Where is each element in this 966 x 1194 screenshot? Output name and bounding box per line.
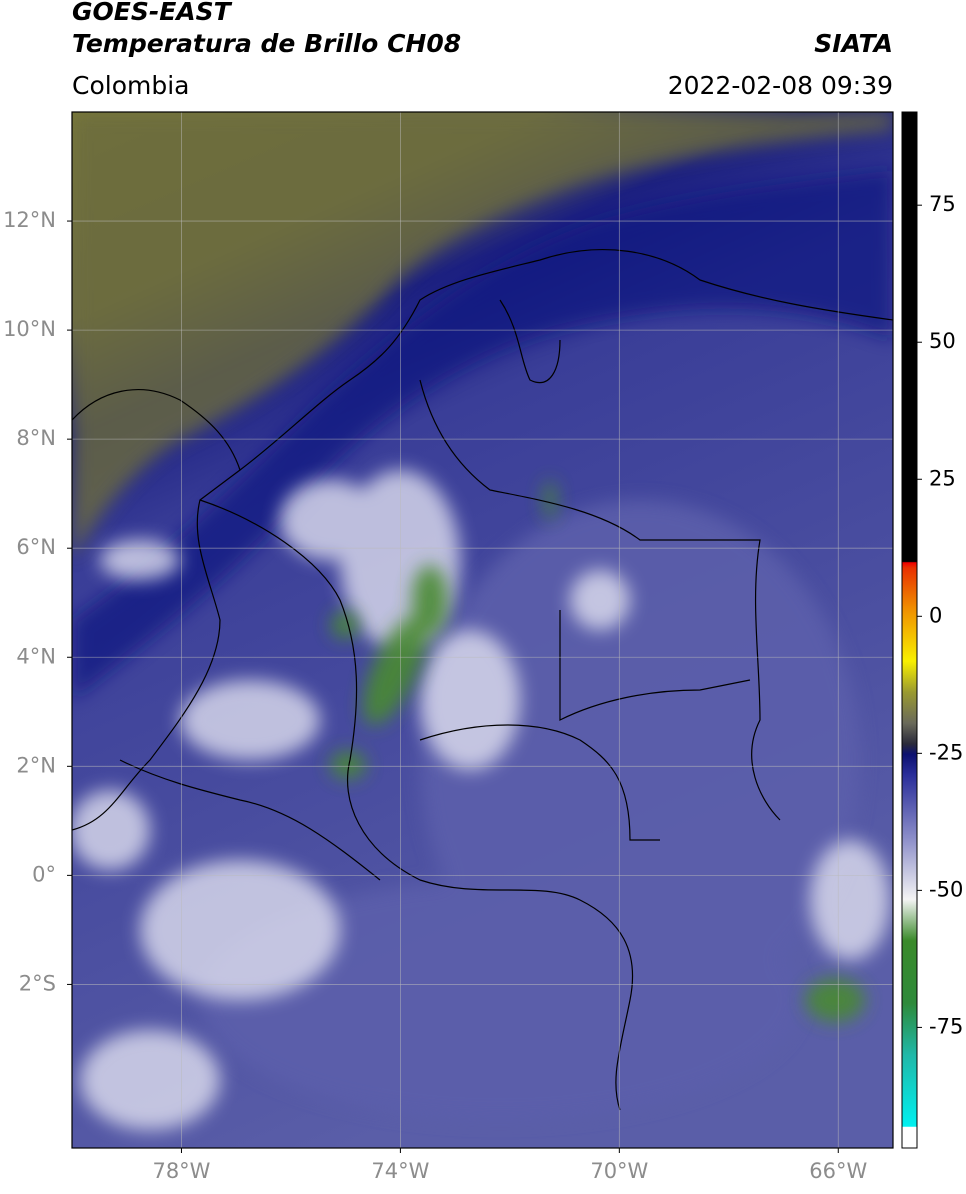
boundaries — [72, 248, 893, 1111]
y-tick-label: 0° — [32, 862, 56, 886]
y-tick-label: 4°N — [16, 644, 56, 668]
map-frame — [71, 111, 894, 1149]
colorbar-tick-label: 25 — [929, 466, 956, 490]
colorbar-tick-label: -50 — [929, 877, 963, 901]
title: GOES-EAST — [72, 0, 233, 26]
x-tick-label: 78°W — [152, 1159, 210, 1183]
source: SIATA — [814, 29, 893, 58]
colorbar-tick-label: -75 — [929, 1014, 963, 1038]
grid — [72, 112, 893, 1148]
x-tick-label: 66°W — [809, 1159, 867, 1183]
datetime: 2022-02-08 09:39 — [668, 71, 893, 100]
y-tick-label: 2°N — [16, 753, 56, 777]
satellite-image — [72, 112, 893, 1148]
y-tick-label: 6°N — [16, 535, 56, 559]
y-tick-label: 12°N — [3, 208, 56, 232]
x-tick-label: 70°W — [590, 1159, 648, 1183]
y-tick-label: 2°S — [19, 971, 56, 995]
region: Colombia — [72, 71, 189, 100]
y-tick-label: 10°N — [3, 317, 56, 341]
subtitle: Temperatura de Brillo CH08 — [72, 29, 461, 58]
colorbar-tick-label: 0 — [929, 603, 942, 627]
y-tick-label: 8°N — [16, 426, 56, 450]
colorbar-tick-label: -25 — [929, 740, 963, 764]
colorbar-tick-label: 75 — [929, 192, 956, 216]
x-tick-label: 74°W — [371, 1159, 429, 1183]
colorbar — [901, 111, 918, 1149]
colorbar-tick-label: 50 — [929, 329, 956, 353]
